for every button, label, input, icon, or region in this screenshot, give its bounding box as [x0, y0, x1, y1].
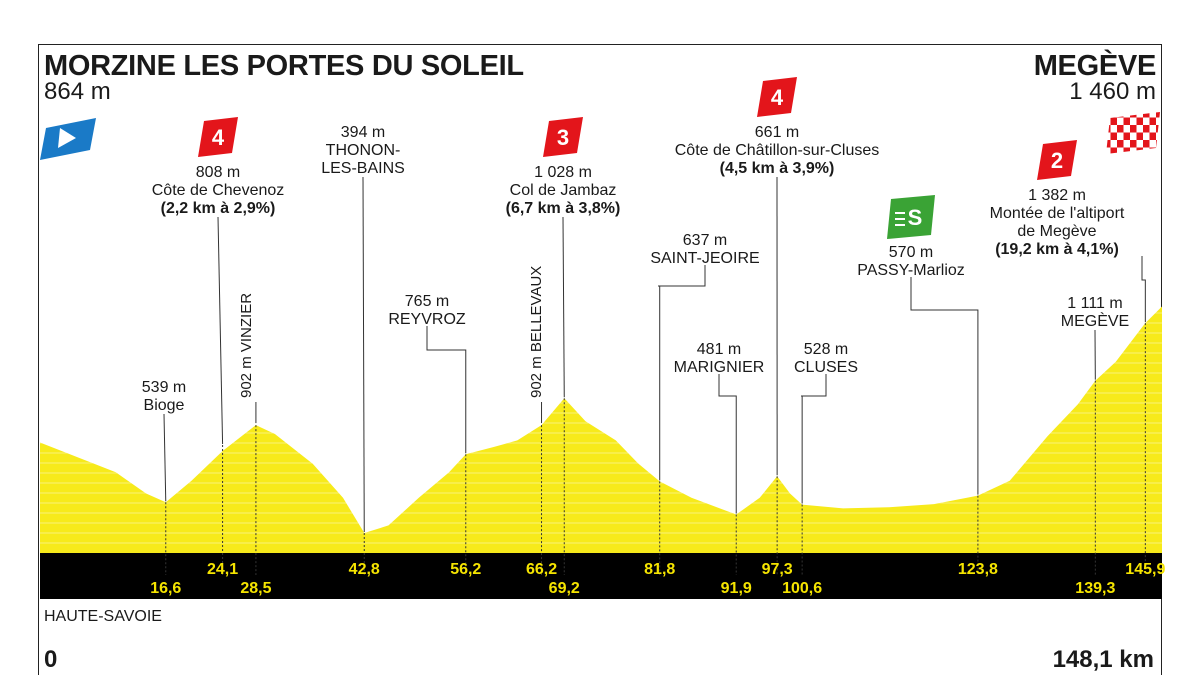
- km-marker-label: 56,2: [450, 561, 481, 578]
- km-marker-label: 69,2: [549, 580, 580, 597]
- point-label-line: Montée de l'altiport: [990, 205, 1125, 222]
- climb-category-badge: 4: [757, 77, 797, 117]
- point-label-line: Bioge: [144, 397, 185, 414]
- point-label-line: Col de Jambaz: [510, 182, 617, 199]
- point-label-line: (2,2 km à 2,9%): [161, 200, 276, 217]
- point-label-line: Côte de Chevenoz: [152, 182, 285, 199]
- climb-category-badge: 3: [543, 117, 583, 157]
- point-label-line: 539 m: [142, 379, 186, 396]
- point-leader: [718, 374, 737, 514]
- region-label: HAUTE-SAVOIE: [44, 608, 162, 625]
- point-label-line: THONON-: [326, 142, 401, 159]
- start-flag-arrow: [58, 128, 76, 148]
- point-label-line: MARIGNIER: [674, 359, 765, 376]
- point-label-line: 1 028 m: [534, 164, 592, 181]
- point-label: 902 m VINZIER: [238, 293, 255, 398]
- finish-flag-checks: [1106, 112, 1160, 154]
- km-marker-label: 145,9: [1125, 561, 1165, 578]
- point-label-line: SAINT-JEOIRE: [650, 250, 759, 267]
- climb-badge-shape: [198, 117, 238, 157]
- km-bar: [40, 553, 1162, 599]
- point-label-line: (4,5 km à 3,9%): [720, 160, 835, 177]
- point-label-line: 808 m: [196, 164, 240, 181]
- point-leader: [910, 277, 979, 495]
- climb-category-badge: 4: [198, 117, 238, 157]
- point-label-line: 394 m: [341, 124, 385, 141]
- point-label-line: 528 m: [804, 341, 848, 358]
- climb-category-badge: 2: [1037, 140, 1077, 180]
- point-label-line: (19,2 km à 4,1%): [995, 241, 1119, 258]
- point-leader: [1141, 256, 1146, 323]
- km-marker-label: 97,3: [762, 561, 793, 578]
- point-leader: [217, 216, 224, 445]
- point-leader: [426, 326, 467, 454]
- km-marker-label: 28,5: [240, 580, 271, 597]
- point-label-line: (6,7 km à 3,8%): [506, 200, 621, 217]
- climb-category-label: 4: [212, 125, 225, 150]
- profile-point: 902 m BELLEVAUX: [528, 266, 545, 575]
- start-distance: 0: [44, 646, 58, 673]
- point-label-line: 765 m: [405, 293, 449, 310]
- profile-area: [40, 306, 1162, 553]
- sprint-badge: S: [887, 195, 935, 239]
- climb-category-label: 4: [771, 85, 784, 110]
- km-marker-label: 139,3: [1075, 580, 1115, 597]
- point-label-line: 570 m: [889, 244, 933, 261]
- km-marker-label: 24,1: [207, 561, 238, 578]
- km-marker-label: 66,2: [526, 561, 557, 578]
- finish-altitude: 1 460 m: [1069, 78, 1156, 105]
- point-label-line: 1 382 m: [1028, 187, 1086, 204]
- point-leader: [658, 265, 706, 481]
- point-label-line: de Megève: [1017, 223, 1096, 240]
- point-label-line: 661 m: [755, 124, 799, 141]
- climb-badge-shape: [757, 77, 797, 117]
- profile-point: 902 m VINZIER: [238, 293, 257, 575]
- sprint-badge-shape: [887, 195, 935, 239]
- climb-category-label: 2: [1051, 148, 1063, 173]
- point-label-line: 637 m: [683, 232, 727, 249]
- km-marker-label: 100,6: [782, 580, 822, 597]
- point-label-line: CLUSES: [794, 359, 858, 376]
- start-flag-icon: [40, 118, 96, 160]
- point-label-line: REYVROZ: [388, 311, 466, 328]
- km-marker-label: 42,8: [349, 561, 380, 578]
- finish-flag-icon: [1106, 112, 1160, 154]
- point-leader: [362, 176, 365, 533]
- km-marker-label: 16,6: [150, 580, 181, 597]
- point-label-line: 481 m: [697, 341, 741, 358]
- point-label-line: MEGÈVE: [1061, 311, 1129, 330]
- start-town: MORZINE LES PORTES DU SOLEIL: [44, 50, 524, 82]
- climb-category-label: 3: [557, 125, 569, 150]
- point-leader: [163, 413, 167, 502]
- climb-badge-shape: [543, 117, 583, 157]
- km-marker-label: 123,8: [958, 561, 998, 578]
- sprint-label: S: [908, 205, 923, 230]
- total-distance: 148,1 km: [1052, 646, 1154, 673]
- point-label: 902 m BELLEVAUX: [528, 266, 545, 398]
- point-label-line: 1 111 m: [1067, 295, 1122, 312]
- finish-town: MEGÈVE: [1033, 50, 1157, 82]
- point-leader: [562, 216, 565, 398]
- point-label-line: Côte de Châtillon-sur-Cluses: [675, 142, 880, 159]
- point-leader: [801, 374, 827, 504]
- km-marker-label: 81,8: [644, 561, 675, 578]
- climb-badge-shape: [1037, 140, 1077, 180]
- km-marker-label: 91,9: [721, 580, 752, 597]
- point-label-line: PASSY-Marlioz: [857, 262, 965, 279]
- start-altitude: 864 m: [44, 78, 111, 105]
- point-label-line: LES-BAINS: [321, 160, 405, 177]
